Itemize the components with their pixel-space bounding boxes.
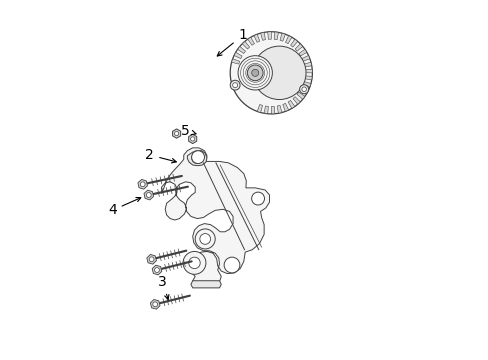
Circle shape (140, 182, 145, 187)
Polygon shape (190, 281, 221, 288)
Polygon shape (172, 129, 180, 138)
Polygon shape (297, 92, 305, 99)
Polygon shape (162, 148, 269, 287)
Polygon shape (237, 46, 245, 54)
Polygon shape (287, 100, 294, 108)
Polygon shape (187, 151, 206, 166)
Polygon shape (303, 62, 311, 67)
Circle shape (238, 56, 272, 90)
Polygon shape (277, 105, 282, 113)
Polygon shape (150, 300, 160, 309)
Circle shape (149, 257, 154, 262)
Circle shape (247, 65, 263, 81)
Circle shape (146, 193, 151, 197)
Polygon shape (290, 39, 297, 47)
Polygon shape (152, 265, 162, 275)
Circle shape (190, 137, 194, 141)
Circle shape (191, 152, 203, 163)
Polygon shape (146, 255, 156, 264)
Polygon shape (285, 36, 291, 44)
Polygon shape (300, 87, 308, 93)
Circle shape (195, 229, 215, 249)
Polygon shape (292, 96, 300, 104)
Polygon shape (282, 103, 288, 112)
Circle shape (224, 257, 240, 273)
Text: 5: 5 (181, 124, 196, 138)
Circle shape (154, 267, 159, 273)
Polygon shape (231, 59, 239, 64)
Polygon shape (303, 82, 310, 87)
Text: 1: 1 (217, 28, 246, 56)
Polygon shape (242, 41, 249, 49)
Polygon shape (304, 69, 312, 73)
Text: 3: 3 (158, 275, 168, 300)
Circle shape (183, 251, 205, 274)
Polygon shape (138, 179, 147, 189)
Circle shape (201, 235, 212, 246)
Circle shape (200, 234, 210, 244)
Circle shape (299, 85, 308, 94)
Circle shape (252, 46, 305, 99)
Polygon shape (301, 55, 309, 61)
Circle shape (232, 83, 237, 87)
Text: 4: 4 (108, 198, 141, 217)
Polygon shape (257, 104, 262, 113)
Polygon shape (298, 49, 306, 56)
Polygon shape (271, 107, 274, 114)
Text: 2: 2 (145, 148, 176, 163)
Circle shape (251, 69, 258, 76)
Circle shape (251, 192, 264, 205)
Circle shape (230, 32, 312, 114)
Polygon shape (234, 52, 242, 59)
Circle shape (188, 257, 200, 269)
Polygon shape (247, 37, 254, 45)
Polygon shape (304, 76, 311, 80)
Polygon shape (267, 32, 271, 39)
Polygon shape (143, 190, 153, 200)
Circle shape (301, 87, 306, 91)
Polygon shape (188, 134, 196, 144)
Polygon shape (280, 33, 285, 41)
Circle shape (230, 80, 240, 90)
Polygon shape (274, 32, 278, 40)
Polygon shape (264, 106, 268, 114)
Polygon shape (260, 32, 265, 40)
Circle shape (191, 151, 204, 163)
Polygon shape (294, 44, 302, 51)
Circle shape (174, 131, 178, 136)
Polygon shape (253, 34, 259, 42)
Circle shape (152, 302, 157, 307)
